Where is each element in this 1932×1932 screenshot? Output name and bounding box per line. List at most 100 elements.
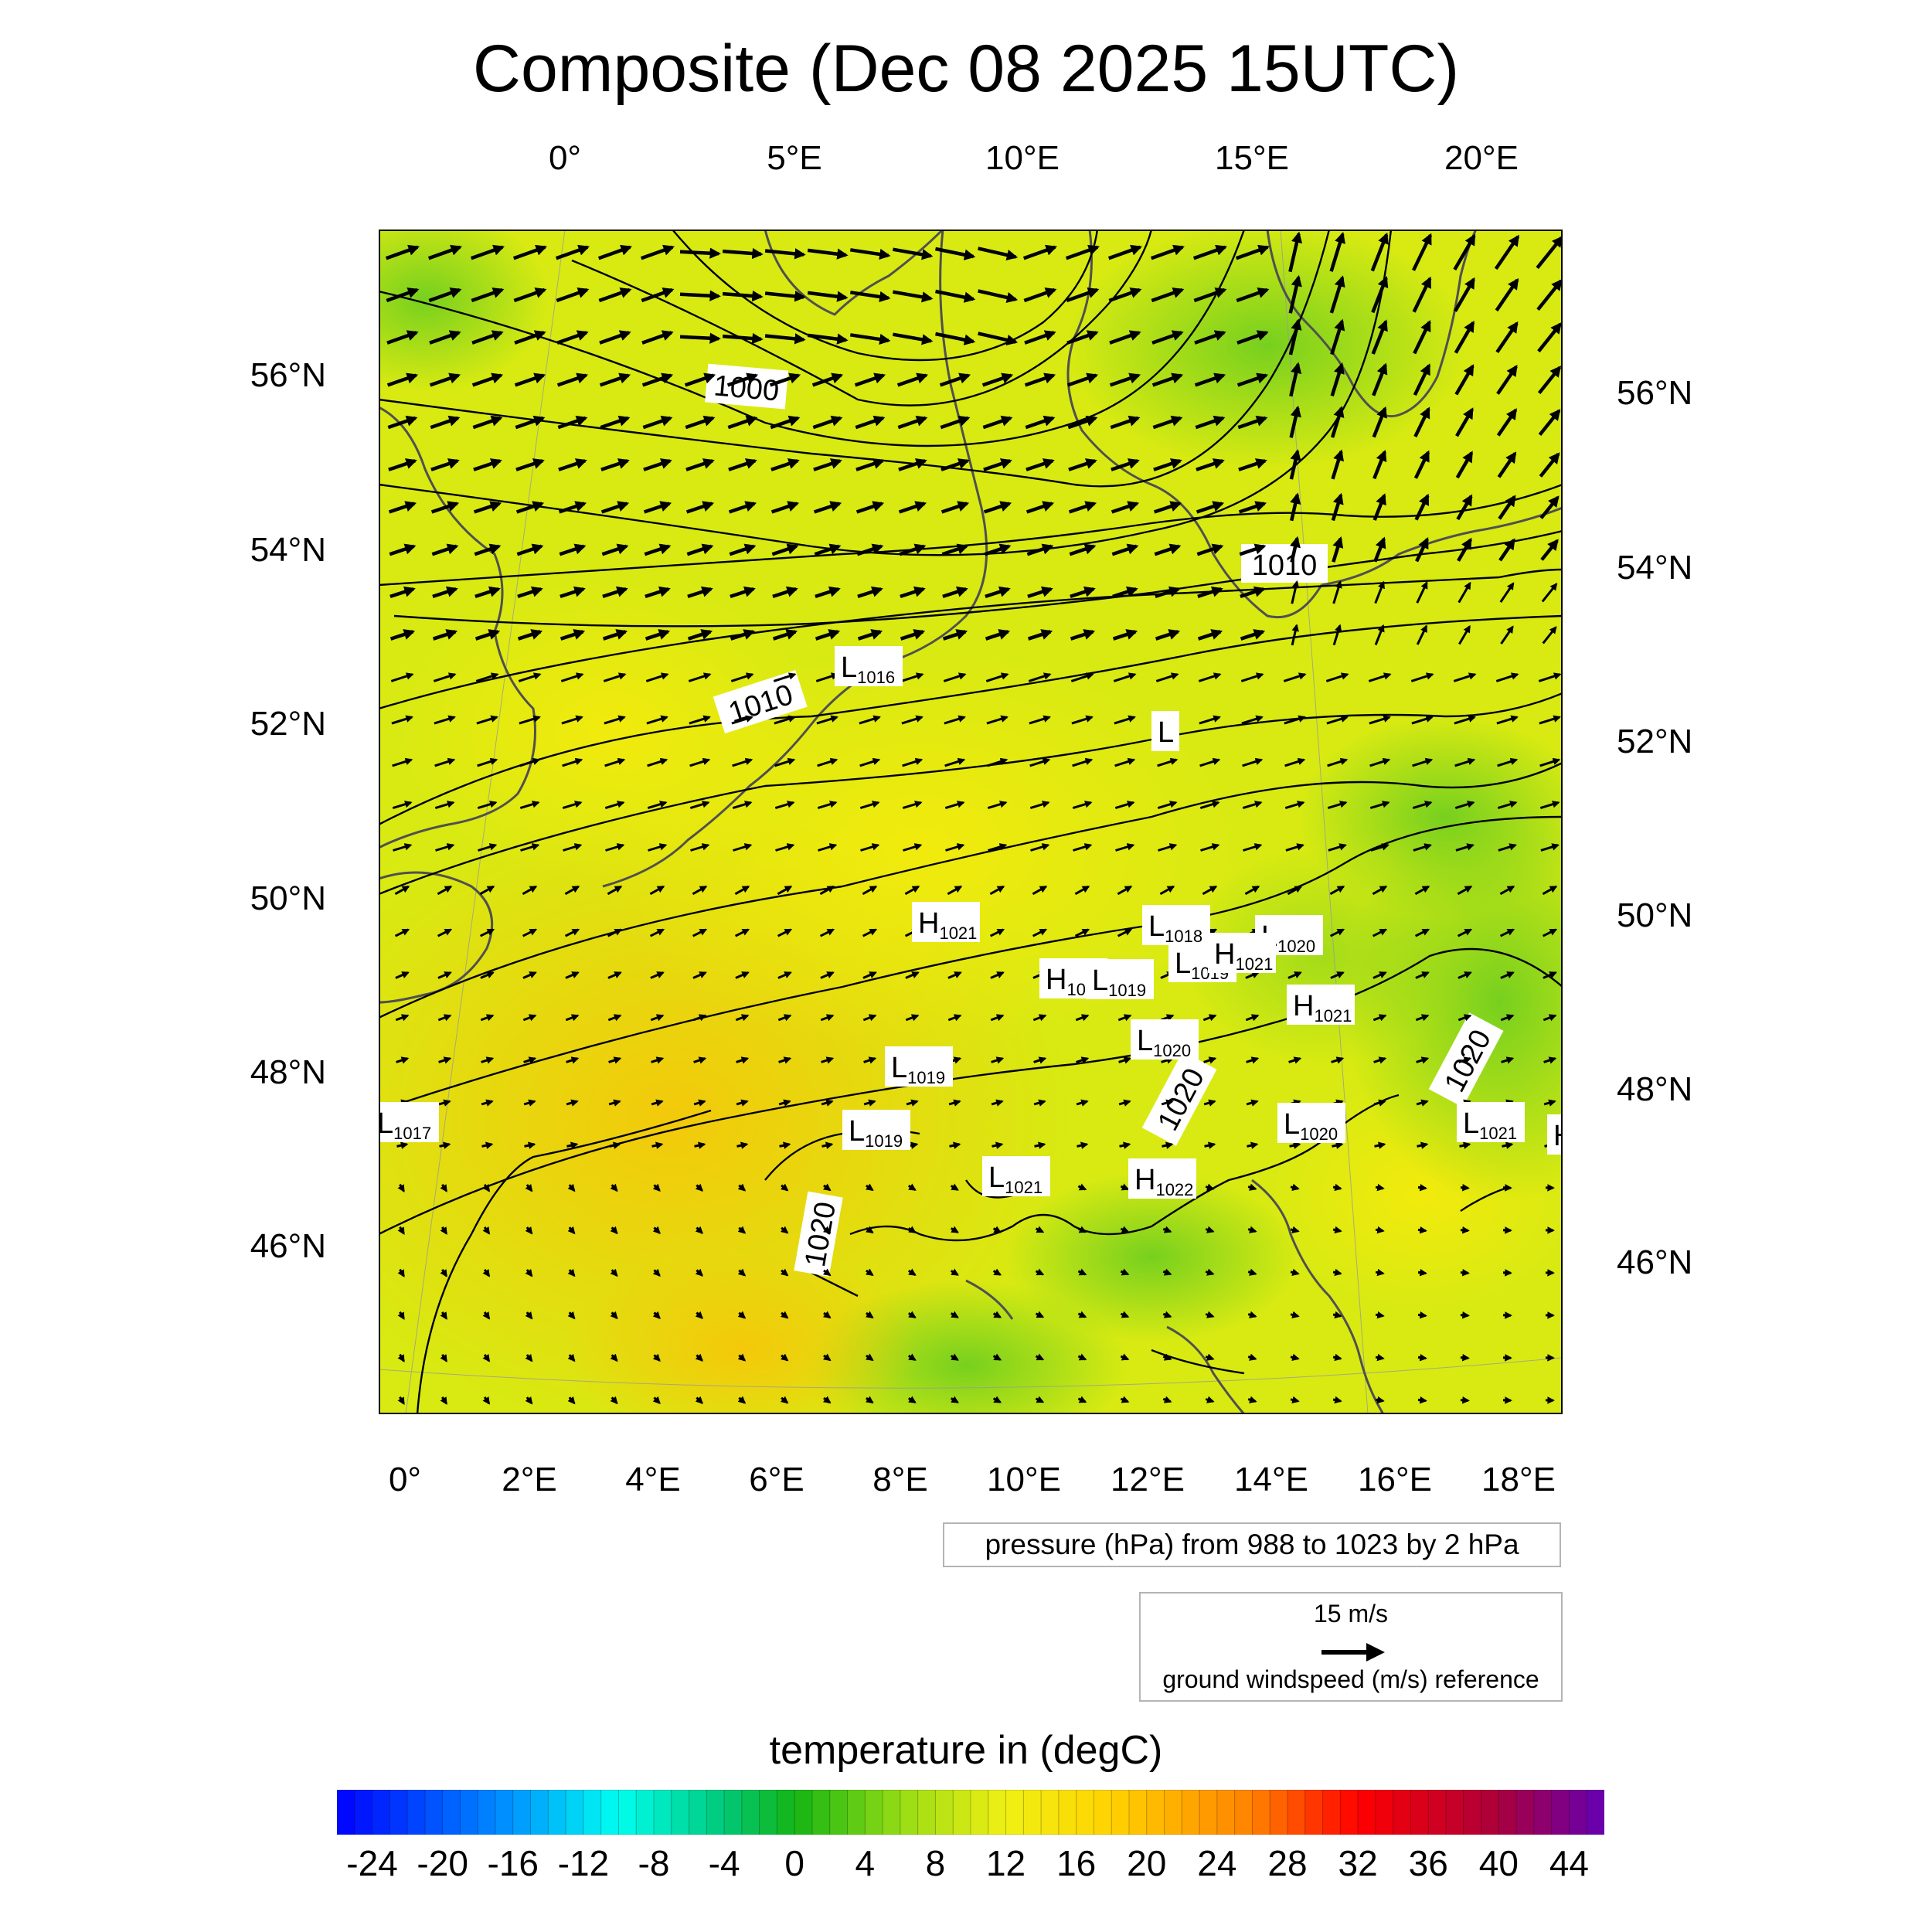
bottom-lon-label: 14°E — [1234, 1461, 1308, 1498]
wind-vector — [1374, 624, 1385, 645]
wind-vector — [440, 1183, 447, 1192]
colorbar-cell — [477, 1790, 497, 1835]
low-pressure-center: L1016 — [835, 646, 903, 687]
colorbar-tick-label: 36 — [1408, 1843, 1448, 1883]
wind-vector — [564, 928, 580, 937]
wind-vector — [1328, 843, 1347, 852]
wind-vector — [523, 1099, 536, 1107]
wind-vector — [1204, 1141, 1216, 1149]
wind-vector — [1035, 1311, 1045, 1318]
wind-vector — [730, 672, 754, 682]
colorbar-cell — [1146, 1790, 1165, 1835]
wind-vector — [1192, 244, 1228, 260]
top-lon-label: 5°E — [767, 139, 822, 177]
colorbar-cell — [917, 1790, 937, 1835]
wind-vector — [641, 330, 674, 345]
wind-vector — [652, 1183, 661, 1192]
wind-vector — [1284, 715, 1306, 725]
wind-vector — [427, 244, 463, 260]
wind-vector — [1329, 928, 1345, 937]
wind-vector — [1455, 451, 1474, 479]
wind-vector — [561, 715, 583, 725]
wind-vector — [941, 543, 969, 556]
wind-vector — [604, 715, 626, 725]
wind-vector — [770, 458, 800, 471]
wind-vector — [1074, 885, 1090, 896]
wind-vector — [777, 971, 792, 979]
wind-vector — [906, 1099, 919, 1107]
wind-vector — [722, 332, 764, 345]
colorbar-title: temperature in (degC) — [769, 1728, 1163, 1773]
wind-vector — [1459, 1141, 1471, 1149]
wind-vector — [1539, 495, 1560, 519]
wind-vector — [599, 330, 631, 345]
wind-vector — [688, 672, 712, 682]
wind-vector — [1495, 321, 1519, 353]
wind-vector — [817, 757, 838, 767]
wind-vector — [950, 1268, 959, 1276]
wind-vector — [1496, 715, 1519, 725]
wind-vector — [471, 372, 504, 387]
wind-vector — [515, 415, 546, 430]
wind-vector — [898, 501, 927, 514]
wind-vector — [560, 586, 586, 599]
wind-vector — [985, 586, 1011, 599]
wind-vector — [434, 715, 456, 725]
wind-vector — [945, 843, 965, 852]
wind-vector — [1119, 1141, 1131, 1149]
colorbar-tick-label: 12 — [985, 1843, 1026, 1883]
wind-vector — [820, 1014, 835, 1022]
wind-vector — [737, 1183, 747, 1192]
wind-vector — [992, 1141, 1004, 1149]
wind-vector — [566, 1056, 580, 1064]
reference-arrow-icon — [1321, 1643, 1385, 1662]
colorbar-cell — [337, 1790, 355, 1835]
wind-vector — [1117, 885, 1133, 896]
wind-vector — [1029, 757, 1051, 767]
wind-vector — [893, 247, 934, 260]
wind-vector — [1151, 372, 1184, 387]
wind-vector — [990, 1014, 1005, 1022]
wind-vector — [1454, 320, 1475, 354]
wind-vector — [1115, 843, 1135, 852]
wind-vector — [950, 1311, 959, 1318]
wind-vector — [1289, 449, 1301, 480]
wind-vector — [978, 332, 1019, 346]
wind-vector — [815, 629, 841, 641]
wind-vector — [1369, 715, 1391, 725]
wind-vector — [1290, 492, 1301, 522]
wind-vector — [516, 543, 544, 556]
wind-vector — [1077, 1268, 1087, 1276]
wind-vector — [777, 1014, 792, 1022]
wind-vector — [1412, 276, 1432, 313]
left-lat-label: 52°N — [250, 705, 326, 743]
wind-vector — [1455, 843, 1475, 852]
wind-vector — [1112, 629, 1138, 641]
wind-vector — [1198, 672, 1222, 682]
wind-vector — [1235, 244, 1270, 260]
low-pressure-center: L1019 — [885, 1046, 953, 1087]
right-lat-label: 48°N — [1617, 1070, 1693, 1108]
wind-vector — [1117, 1014, 1132, 1022]
wind-vector — [1540, 539, 1559, 561]
wind-vector — [1372, 1014, 1387, 1022]
wind-vector — [1375, 1396, 1385, 1404]
wind-vector — [819, 885, 835, 896]
wind-vector — [474, 543, 502, 556]
left-lat-label: 50°N — [250, 879, 326, 917]
wind-vector — [813, 501, 842, 514]
wind-vector — [689, 757, 711, 767]
wind-vector — [1327, 801, 1348, 810]
wind-vector — [1033, 1056, 1047, 1064]
wind-vector — [605, 843, 625, 852]
wind-vector — [774, 715, 796, 725]
right-lat-label: 56°N — [1617, 374, 1693, 412]
wind-vector — [734, 928, 750, 937]
wind-vector — [437, 971, 452, 979]
wind-vector — [1288, 1056, 1302, 1064]
wind-vector — [1112, 586, 1138, 599]
wind-vector — [1542, 885, 1558, 896]
wind-vector — [1325, 672, 1349, 682]
wind-vector — [897, 415, 928, 430]
wind-vector — [1332, 1311, 1342, 1319]
